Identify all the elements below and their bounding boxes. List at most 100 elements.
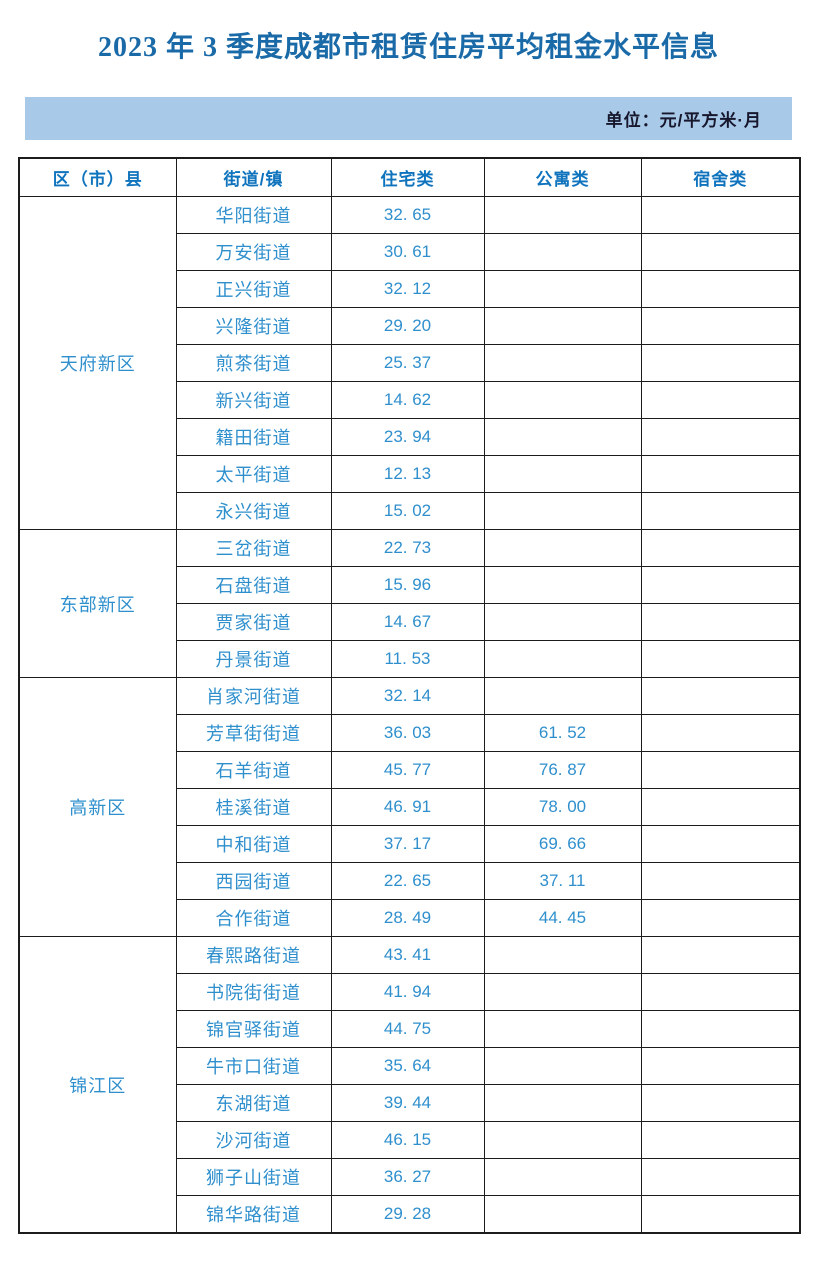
apartment-cell bbox=[483, 1158, 642, 1197]
apartment-cell bbox=[483, 603, 642, 642]
street-cell: 合作街道 bbox=[175, 899, 332, 938]
street-cell: 永兴街道 bbox=[175, 492, 332, 531]
residential-cell: 30. 61 bbox=[330, 233, 485, 272]
residential-cell: 32. 65 bbox=[330, 196, 485, 235]
street-cell: 锦官驿街道 bbox=[175, 1010, 332, 1049]
unit-banner: 单位：元/平方米·月 bbox=[25, 97, 792, 141]
residential-cell: 28. 49 bbox=[330, 899, 485, 938]
street-cell: 沙河街道 bbox=[175, 1121, 332, 1160]
street-cell: 牛市口街道 bbox=[175, 1047, 332, 1086]
column-header-district: 区（市）县 bbox=[18, 157, 177, 198]
dormitory-cell bbox=[640, 1195, 801, 1234]
dormitory-cell bbox=[640, 418, 801, 457]
street-cell: 肖家河街道 bbox=[175, 677, 332, 716]
dormitory-cell bbox=[640, 751, 801, 790]
residential-cell: 29. 28 bbox=[330, 1195, 485, 1234]
street-cell: 中和街道 bbox=[175, 825, 332, 864]
table-row: 石盘街道 15. 96 bbox=[19, 566, 801, 605]
residential-cell: 11. 53 bbox=[330, 640, 485, 679]
dormitory-cell bbox=[640, 603, 801, 642]
column-header-dormitory: 宿舍类 bbox=[640, 157, 801, 198]
apartment-cell: 78. 00 bbox=[483, 788, 642, 827]
dormitory-cell bbox=[640, 936, 801, 975]
street-cell: 石羊街道 bbox=[175, 751, 332, 790]
dormitory-cell bbox=[640, 455, 801, 494]
residential-cell: 45. 77 bbox=[330, 751, 485, 790]
table-row: 锦江区 春熙路街道 43. 41 bbox=[18, 936, 801, 1234]
residential-cell: 12. 13 bbox=[330, 455, 485, 494]
residential-cell: 22. 65 bbox=[330, 862, 485, 901]
apartment-cell bbox=[483, 1121, 642, 1160]
district-cell: 东部新区 bbox=[18, 529, 177, 679]
residential-cell: 37. 17 bbox=[330, 825, 485, 864]
unit-label: 单位：元/平方米·月 bbox=[605, 111, 762, 131]
page-title: 2023 年 3 季度成都市租赁住房平均租金水平信息 bbox=[97, 32, 719, 63]
apartment-cell bbox=[483, 1195, 642, 1234]
street-cell: 正兴街道 bbox=[175, 270, 332, 309]
residential-cell: 43. 41 bbox=[330, 936, 485, 975]
residential-cell: 36. 03 bbox=[330, 714, 485, 753]
dormitory-cell bbox=[640, 529, 801, 568]
dormitory-cell bbox=[640, 381, 801, 420]
apartment-cell bbox=[483, 1047, 642, 1086]
table-row: 籍田街道 23. 94 bbox=[19, 418, 801, 457]
street-cell: 春熙路街道 bbox=[175, 936, 332, 975]
dormitory-cell bbox=[640, 825, 801, 864]
dormitory-cell bbox=[640, 1121, 801, 1160]
street-cell: 丹景街道 bbox=[175, 640, 332, 679]
dormitory-cell bbox=[640, 233, 801, 272]
street-cell: 西园街道 bbox=[175, 862, 332, 901]
apartment-cell bbox=[483, 1084, 642, 1123]
residential-cell: 32. 12 bbox=[330, 270, 485, 309]
street-cell: 锦华路街道 bbox=[175, 1195, 332, 1234]
street-cell: 籍田街道 bbox=[175, 418, 332, 457]
residential-cell: 29. 20 bbox=[330, 307, 485, 346]
street-cell: 东湖街道 bbox=[175, 1084, 332, 1123]
apartment-cell bbox=[483, 1010, 642, 1049]
table-row: 永兴街道 15. 02 bbox=[19, 492, 801, 531]
column-header-apartment: 公寓类 bbox=[483, 157, 642, 198]
apartment-cell: 44. 45 bbox=[483, 899, 642, 938]
table-row: 兴隆街道 29. 20 bbox=[19, 307, 801, 346]
column-header-residential: 住宅类 bbox=[330, 157, 485, 198]
table-row: 锦官驿街道 44. 75 bbox=[19, 1010, 801, 1049]
apartment-cell bbox=[483, 418, 642, 457]
residential-cell: 14. 62 bbox=[330, 381, 485, 420]
apartment-cell bbox=[483, 270, 642, 309]
dormitory-cell bbox=[640, 1158, 801, 1197]
apartment-cell: 69. 66 bbox=[483, 825, 642, 864]
apartment-cell bbox=[483, 196, 642, 235]
rent-table: 区（市）县 街道/镇 住宅类 公寓类 宿舍类 天府新区 华阳街道 32. 65 万安街道 30.… bbox=[18, 157, 801, 1235]
table-row: 狮子山街道 36. 27 bbox=[19, 1158, 801, 1197]
dormitory-cell bbox=[640, 1010, 801, 1049]
apartment-cell bbox=[483, 566, 642, 605]
street-cell: 华阳街道 bbox=[175, 196, 332, 235]
street-cell: 万安街道 bbox=[175, 233, 332, 272]
table-row: 万安街道 30. 61 bbox=[19, 233, 801, 272]
residential-cell: 46. 91 bbox=[330, 788, 485, 827]
residential-cell: 14. 67 bbox=[330, 603, 485, 642]
apartment-cell bbox=[483, 233, 642, 272]
street-cell: 芳草街街道 bbox=[175, 714, 332, 753]
street-cell: 新兴街道 bbox=[175, 381, 332, 420]
table-row: 东湖街道 39. 44 bbox=[19, 1084, 801, 1123]
table-header-row: 区（市）县 街道/镇 住宅类 公寓类 宿舍类 bbox=[18, 157, 801, 198]
apartment-cell: 76. 87 bbox=[483, 751, 642, 790]
residential-cell: 44. 75 bbox=[330, 1010, 485, 1049]
residential-cell: 39. 44 bbox=[330, 1084, 485, 1123]
dormitory-cell bbox=[640, 344, 801, 383]
apartment-cell bbox=[483, 381, 642, 420]
street-cell: 狮子山街道 bbox=[175, 1158, 332, 1197]
dormitory-cell bbox=[640, 973, 801, 1012]
apartment-cell bbox=[483, 492, 642, 531]
street-cell: 兴隆街道 bbox=[175, 307, 332, 346]
district-cell: 天府新区 bbox=[18, 196, 177, 531]
apartment-cell bbox=[483, 344, 642, 383]
street-cell: 贾家街道 bbox=[175, 603, 332, 642]
residential-cell: 25. 37 bbox=[330, 344, 485, 383]
apartment-cell bbox=[483, 677, 642, 716]
table-row: 太平街道 12. 13 bbox=[19, 455, 801, 494]
residential-cell: 46. 15 bbox=[330, 1121, 485, 1160]
dormitory-cell bbox=[640, 714, 801, 753]
dormitory-cell bbox=[640, 270, 801, 309]
